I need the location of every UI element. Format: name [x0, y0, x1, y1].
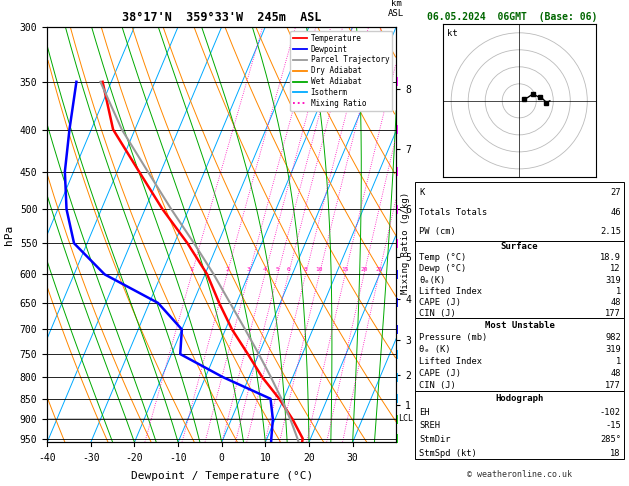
Text: SREH: SREH	[419, 421, 440, 431]
Legend: Temperature, Dewpoint, Parcel Trajectory, Dry Adiabat, Wet Adiabat, Isotherm, Mi: Temperature, Dewpoint, Parcel Trajectory…	[290, 31, 392, 111]
Text: -15: -15	[605, 421, 621, 431]
Text: PW (cm): PW (cm)	[419, 227, 455, 236]
Text: 48: 48	[610, 298, 621, 307]
Text: |: |	[395, 325, 400, 334]
Text: 48: 48	[610, 369, 621, 378]
Text: |: |	[395, 270, 400, 279]
Text: -102: -102	[600, 408, 621, 417]
Text: |: |	[395, 125, 400, 134]
Text: |: |	[395, 434, 400, 443]
Text: 319: 319	[605, 276, 621, 284]
Text: 10: 10	[260, 452, 271, 463]
Text: Hodograph: Hodograph	[496, 394, 543, 403]
Text: 1: 1	[190, 267, 194, 272]
Text: Pressure (mb): Pressure (mb)	[419, 332, 487, 342]
Text: © weatheronline.co.uk: © weatheronline.co.uk	[467, 469, 572, 479]
Text: 2.15: 2.15	[600, 227, 621, 236]
Text: 4: 4	[263, 267, 267, 272]
Text: km
ASL: km ASL	[388, 0, 404, 18]
Text: Temp (°C): Temp (°C)	[419, 253, 466, 262]
Text: 12: 12	[610, 264, 621, 274]
Text: |: |	[395, 239, 400, 248]
Y-axis label: hPa: hPa	[4, 225, 14, 244]
Text: 319: 319	[605, 345, 621, 354]
Text: Mixing Ratio (g/kg): Mixing Ratio (g/kg)	[401, 192, 410, 294]
Text: 177: 177	[605, 309, 621, 318]
Title: 38°17'N  359°33'W  245m  ASL: 38°17'N 359°33'W 245m ASL	[122, 11, 321, 24]
Text: θₑ(K): θₑ(K)	[419, 276, 445, 284]
Text: 10: 10	[316, 267, 323, 272]
Text: EH: EH	[419, 408, 430, 417]
Text: 3: 3	[247, 267, 251, 272]
Text: Lifted Index: Lifted Index	[419, 357, 482, 366]
Text: 6: 6	[287, 267, 291, 272]
Text: Lifted Index: Lifted Index	[419, 287, 482, 295]
Text: |: |	[395, 349, 400, 359]
Text: LCL: LCL	[398, 414, 413, 422]
Text: 1: 1	[616, 357, 621, 366]
Text: -30: -30	[82, 452, 99, 463]
Text: 177: 177	[605, 381, 621, 390]
Text: |: |	[395, 167, 400, 176]
Text: 982: 982	[605, 332, 621, 342]
Text: K: K	[419, 189, 424, 197]
Text: θₑ (K): θₑ (K)	[419, 345, 450, 354]
Text: CIN (J): CIN (J)	[419, 381, 455, 390]
Text: -20: -20	[126, 452, 143, 463]
Text: Totals Totals: Totals Totals	[419, 208, 487, 217]
Text: 2: 2	[225, 267, 229, 272]
Text: |: |	[395, 205, 400, 214]
Text: StmDir: StmDir	[419, 435, 450, 444]
Text: 18: 18	[610, 449, 621, 458]
Text: 30: 30	[347, 452, 359, 463]
Text: CAPE (J): CAPE (J)	[419, 298, 461, 307]
Text: |: |	[395, 394, 400, 403]
Text: 25: 25	[376, 267, 382, 272]
Text: Most Unstable: Most Unstable	[484, 320, 555, 330]
Text: CAPE (J): CAPE (J)	[419, 369, 461, 378]
Text: 5: 5	[276, 267, 280, 272]
Text: 15: 15	[342, 267, 349, 272]
Text: -10: -10	[169, 452, 187, 463]
Text: -40: -40	[38, 452, 56, 463]
Text: 20: 20	[303, 452, 315, 463]
Text: |: |	[395, 298, 400, 308]
Text: CIN (J): CIN (J)	[419, 309, 455, 318]
Text: 18.9: 18.9	[600, 253, 621, 262]
Text: 1: 1	[616, 287, 621, 295]
Text: 06.05.2024  06GMT  (Base: 06): 06.05.2024 06GMT (Base: 06)	[428, 12, 598, 22]
Text: Dewp (°C): Dewp (°C)	[419, 264, 466, 274]
Text: kt: kt	[447, 29, 458, 38]
Text: |: |	[395, 77, 400, 87]
Text: StmSpd (kt): StmSpd (kt)	[419, 449, 477, 458]
Text: 8: 8	[304, 267, 308, 272]
Text: 285°: 285°	[600, 435, 621, 444]
Text: 27: 27	[610, 189, 621, 197]
Text: |: |	[395, 373, 400, 382]
Text: Surface: Surface	[501, 242, 538, 251]
Text: Dewpoint / Temperature (°C): Dewpoint / Temperature (°C)	[131, 471, 313, 481]
Text: 46: 46	[610, 208, 621, 217]
Text: 0: 0	[219, 452, 225, 463]
Text: 20: 20	[360, 267, 368, 272]
Text: |: |	[395, 415, 400, 424]
